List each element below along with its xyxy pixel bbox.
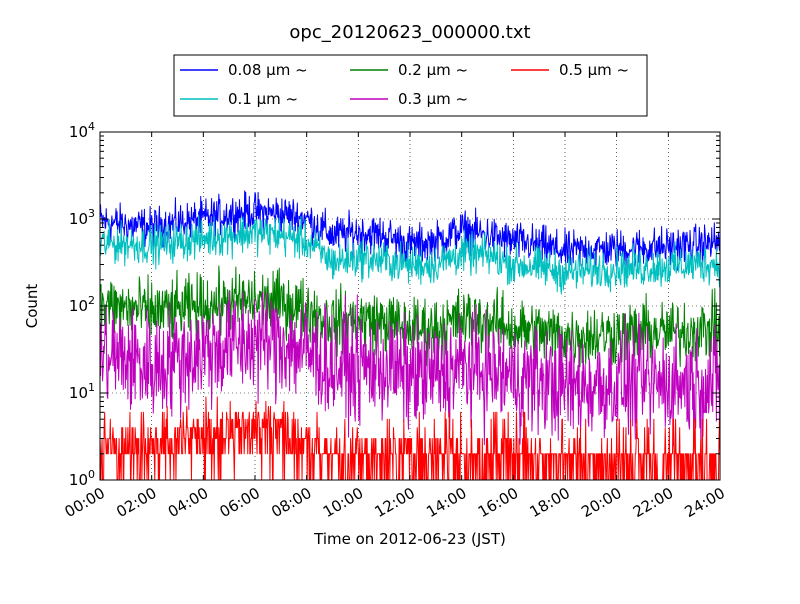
legend-label: 0.1 μm ~ [228, 90, 298, 108]
y-tick-label: 104 [69, 120, 95, 141]
legend-label: 0.3 μm ~ [398, 90, 468, 108]
legend-label: 0.08 μm ~ [228, 61, 308, 79]
y-tick-label: 102 [69, 294, 95, 315]
y-tick-label: 100 [69, 468, 95, 489]
legend-frame [173, 54, 648, 117]
chart-title: opc_20120623_000000.txt [289, 22, 530, 43]
series-line [99, 290, 721, 452]
legend-label: 0.2 μm ~ [398, 61, 468, 79]
y-tick-label: 101 [69, 381, 95, 402]
x-axis-label: Time on 2012-06-23 (JST) [313, 530, 506, 548]
legend: 0.08 μm ~ 0.1 μm ~ 0.2 μm ~ 0.3 μm ~ 0.5 μm … [173, 54, 648, 117]
y-axis-ticks: 100 101 102 103 104 [69, 120, 720, 489]
series-line [99, 214, 721, 295]
legend-label: 0.5 μm ~ [559, 61, 629, 79]
series-line [99, 265, 721, 368]
series-layer [99, 190, 721, 481]
y-axis-label: Count [23, 284, 41, 329]
series-line [99, 396, 721, 481]
y-tick-label: 103 [69, 207, 95, 228]
